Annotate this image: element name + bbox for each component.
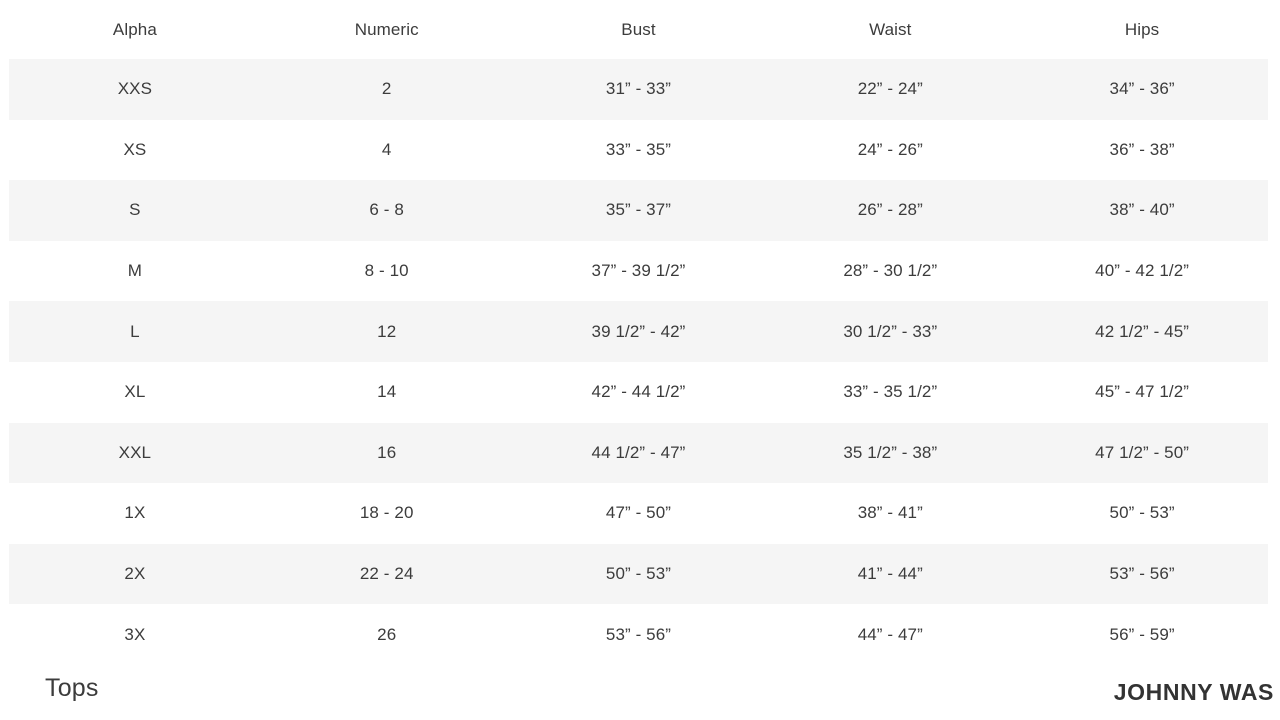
cell-hips: 53” - 56” [1109, 564, 1175, 584]
table-row: 1X 18 - 20 47” - 50” 38” - 41” 50” - 53” [9, 483, 1268, 544]
cell-bust: 44 1/2” - 47” [591, 442, 686, 462]
column-header-waist: Waist [869, 19, 912, 39]
cell-hips: 34” - 36” [1109, 79, 1175, 99]
cell-hips: 40” - 42 1/2” [1095, 261, 1190, 281]
cell-waist: 22” - 24” [857, 79, 923, 99]
cell-numeric: 8 - 10 [364, 261, 409, 281]
cell-waist: 26” - 28” [857, 200, 923, 220]
cell-alpha: 1X [124, 503, 146, 523]
table-row: 2X 22 - 24 50” - 53” 41” - 44” 53” - 56” [9, 543, 1268, 605]
cell-bust: 31” - 33” [605, 79, 672, 99]
cell-alpha: 2X [124, 564, 146, 584]
table-row: XS 4 33” - 35” 24” - 26” 36” - 38” [9, 120, 1268, 181]
table-header: Alpha Numeric Bust Waist Hips [9, 0, 1268, 59]
table-row: S 6 - 8 35” - 37” 26” - 28” 38” - 40” [9, 180, 1268, 241]
brand-logo: JOHNNY WAS [1113, 679, 1274, 705]
cell-waist: 38” - 41” [857, 503, 923, 523]
column-header-alpha: Alpha [112, 19, 157, 39]
table-row: L 12 39 1/2” - 42” 30 1/2” - 33” 42 1/2”… [9, 301, 1268, 362]
table-row: M 8 - 10 37” - 39 1/2” 28” - 30 1/2” 40”… [9, 241, 1268, 302]
cell-hips: 47 1/2” - 50” [1095, 442, 1190, 462]
cell-waist: 28” - 30 1/2” [843, 261, 938, 281]
cell-hips: 38” - 40” [1109, 200, 1175, 220]
cell-bust: 53” - 56” [605, 624, 672, 644]
cell-waist: 35 1/2” - 38” [843, 442, 938, 462]
cell-hips: 50” - 53” [1109, 503, 1175, 523]
cell-hips: 42 1/2” - 45” [1095, 321, 1190, 341]
size-chart-table: Alpha Numeric Bust Waist Hips XXS 2 31” … [9, 0, 1268, 665]
cell-numeric: 26 [377, 624, 397, 644]
cell-bust: 50” - 53” [605, 564, 672, 584]
cell-alpha: L [130, 321, 140, 341]
column-header-bust: Bust [621, 19, 656, 39]
table-header-row: Alpha Numeric Bust Waist Hips [9, 0, 1268, 59]
category-title: Tops [45, 674, 99, 702]
table-body: XXS 2 31” - 33” 22” - 24” 34” - 36” XS 4… [9, 59, 1268, 665]
cell-hips: 36” - 38” [1109, 139, 1175, 159]
cell-alpha: M [127, 261, 143, 281]
cell-alpha: 3X [124, 624, 146, 644]
cell-waist: 33” - 35 1/2” [843, 382, 938, 402]
footer: Tops JOHNNY WAS [0, 660, 1280, 720]
cell-numeric: 16 [377, 442, 397, 462]
cell-alpha: XL [124, 382, 146, 402]
cell-numeric: 4 [381, 139, 392, 159]
table-row: 3X 26 53” - 56” 44” - 47” 56” - 59” [9, 604, 1268, 665]
cell-hips: 56” - 59” [1109, 624, 1175, 644]
table-row: XXL 16 44 1/2” - 47” 35 1/2” - 38” 47 1/… [9, 422, 1268, 484]
cell-numeric: 14 [377, 382, 397, 402]
table-row: XL 14 42” - 44 1/2” 33” - 35 1/2” 45” - … [9, 362, 1268, 423]
cell-alpha: S [129, 200, 141, 220]
cell-alpha: XS [123, 139, 147, 159]
column-header-numeric: Numeric [354, 19, 419, 39]
table-row: XXS 2 31” - 33” 22” - 24” 34” - 36” [9, 59, 1268, 120]
cell-numeric: 2 [381, 79, 392, 99]
cell-hips: 45” - 47 1/2” [1095, 382, 1190, 402]
cell-waist: 24” - 26” [857, 139, 923, 159]
cell-waist: 44” - 47” [857, 624, 923, 644]
cell-alpha: XXL [118, 442, 152, 462]
cell-bust: 35” - 37” [605, 200, 672, 220]
cell-numeric: 22 - 24 [359, 564, 414, 584]
cell-bust: 47” - 50” [605, 503, 672, 523]
cell-alpha: XXS [117, 79, 153, 99]
cell-waist: 41” - 44” [857, 564, 923, 584]
cell-bust: 42” - 44 1/2” [591, 382, 686, 402]
cell-numeric: 18 - 20 [359, 503, 414, 523]
cell-waist: 30 1/2” - 33” [843, 321, 938, 341]
cell-bust: 37” - 39 1/2” [591, 261, 686, 281]
cell-bust: 33” - 35” [605, 139, 672, 159]
cell-numeric: 12 [377, 321, 397, 341]
cell-numeric: 6 - 8 [369, 200, 404, 220]
column-header-hips: Hips [1124, 19, 1160, 39]
cell-bust: 39 1/2” - 42” [591, 321, 686, 341]
